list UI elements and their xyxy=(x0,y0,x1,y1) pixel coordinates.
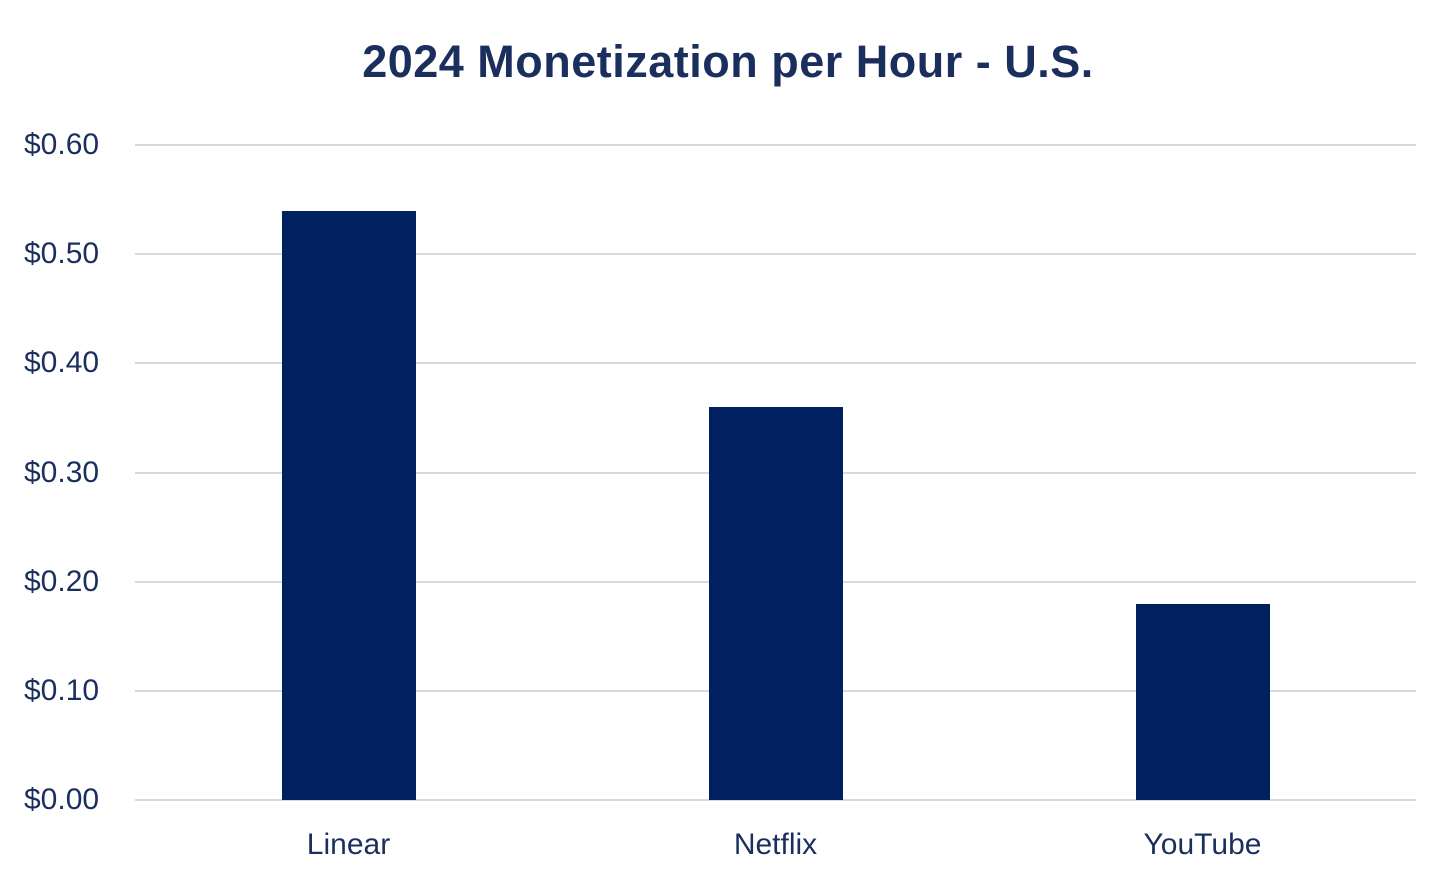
x-label-youtube: YouTube xyxy=(1143,828,1262,861)
gridline xyxy=(135,362,1416,365)
y-tick-label: $0.00 xyxy=(24,783,100,816)
bar-netflix xyxy=(708,407,843,800)
y-tick-label: $0.50 xyxy=(24,237,100,271)
gridline xyxy=(135,253,1416,256)
gridline xyxy=(135,144,1416,146)
chart-title: 2024 Monetization per Hour - U.S. xyxy=(362,36,1094,87)
y-tick-label: $0.10 xyxy=(24,673,100,707)
x-label-linear: Linear xyxy=(306,828,391,861)
bar-youtube xyxy=(1135,603,1270,800)
y-tick-label: $0.60 xyxy=(24,128,100,161)
y-tick-label: $0.30 xyxy=(24,455,100,489)
y-tick-label: $0.40 xyxy=(24,346,100,380)
bar-linear xyxy=(281,210,416,800)
y-tick-label: $0.20 xyxy=(24,564,100,598)
gridline xyxy=(135,799,1416,801)
x-label-netflix: Netflix xyxy=(733,828,818,861)
